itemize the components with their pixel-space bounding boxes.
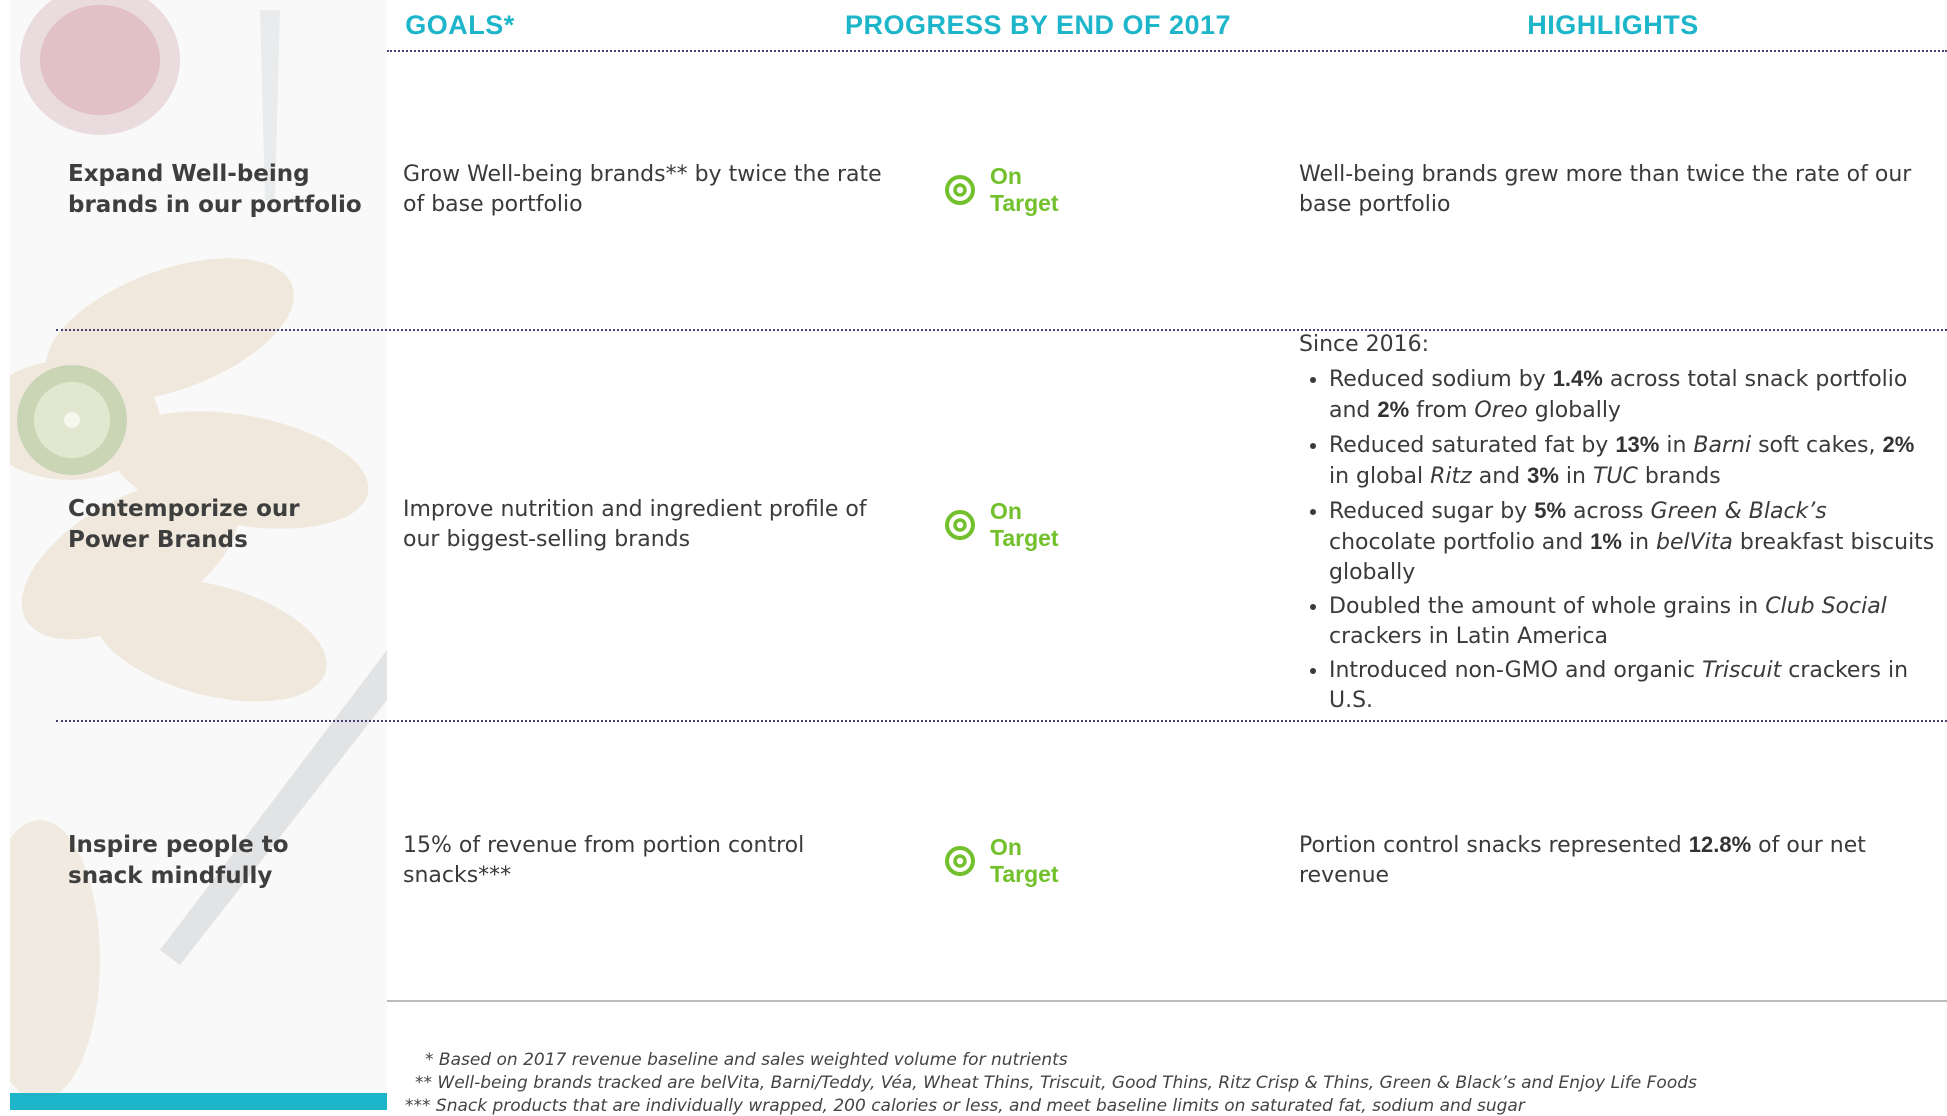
bullet: Reduced saturated fat by 13% in Barni so… (1329, 430, 1939, 492)
highlights: Well-being brands grew more than twice t… (1299, 50, 1939, 329)
bold-figure: 12.8% (1688, 832, 1752, 857)
row-label: Contemporize our Power Brands (68, 495, 300, 553)
divider (387, 50, 1947, 52)
divider (387, 1000, 1947, 1002)
goal-text: Grow Well-being brands** by twice the ra… (403, 161, 882, 217)
brand-name: belVita (1656, 529, 1733, 555)
table-row: Expand Well-being brands in our portfoli… (0, 50, 1947, 329)
text: Reduced saturated fat by (1329, 432, 1616, 458)
brand-name: Barni (1693, 432, 1752, 458)
bold-figure: 3% (1527, 462, 1559, 488)
text: from (1409, 397, 1475, 423)
goal: Grow Well-being brands** by twice the ra… (403, 50, 883, 329)
target-icon (945, 174, 975, 205)
progress: On Target (944, 720, 1114, 1001)
status: On Target (990, 162, 1059, 216)
row-label: Inspire people to snack mindfully (68, 831, 289, 889)
text: crackers in U.S. (1329, 657, 1909, 713)
highlight-text: Portion control snacks represented 12.8%… (1299, 830, 1939, 891)
divider (56, 329, 1947, 331)
table-row: Inspire people to snack mindfully 15% of … (0, 720, 1947, 1001)
goal-area: Contemporize our Power Brands (68, 329, 368, 720)
footnote: *** Snack products that are individually… (405, 1096, 1525, 1116)
intro: Since 2016: (1299, 331, 1430, 357)
text: Doubled the amount of whole grains in (1329, 593, 1766, 619)
status: On Target (990, 833, 1059, 887)
bold-figure: 2% (1377, 396, 1410, 422)
text: in (1659, 432, 1694, 458)
bold-figure: 1% (1590, 528, 1622, 554)
goal: Improve nutrition and ingredient profile… (403, 329, 883, 720)
text: across (1566, 498, 1651, 524)
brand-name: Club Social (1765, 593, 1887, 619)
brand-name: Oreo (1474, 397, 1528, 423)
brand-name: Green & Black’s (1650, 498, 1827, 524)
bullet: Doubled the amount of whole grains in Cl… (1329, 592, 1939, 652)
progress: On Target (944, 50, 1114, 329)
text: and (1471, 463, 1528, 489)
text: Reduced sugar by (1329, 498, 1535, 524)
progress: On Target (944, 329, 1114, 720)
bullet: Introduced non-GMO and organic Triscuit … (1329, 656, 1939, 716)
column-header: PROGRESS BY END OF 2017 (844, 10, 1232, 40)
text: soft cakes, (1751, 432, 1883, 458)
footnote: ** Well-being brands tracked are belVita… (415, 1073, 1697, 1093)
target-icon (945, 845, 975, 876)
text: breakfast biscuits globally (1329, 529, 1935, 585)
status: On Target (990, 497, 1059, 551)
bullet-list: Reduced sodium by 1.4% across total snac… (1299, 364, 1939, 716)
brand-name: TUC (1592, 463, 1638, 489)
bold-figure: 5% (1534, 497, 1566, 523)
text: crackers in Latin America (1329, 623, 1608, 649)
divider (56, 720, 1947, 722)
text: in (1621, 529, 1657, 555)
goal-area: Inspire people to snack mindfully (68, 720, 368, 1001)
bold-figure: 13% (1615, 431, 1660, 457)
column-header: GOALS* (405, 10, 515, 40)
text: chocolate portfolio and (1329, 529, 1591, 555)
goal-text: 15% of revenue from portion control snac… (403, 832, 805, 888)
text: globally (1527, 397, 1621, 423)
bold-figure: 1.4% (1552, 365, 1603, 391)
text: Well-being brands grew more than twice t… (1299, 161, 1912, 217)
goal-text: Improve nutrition and ingredient profile… (403, 496, 867, 552)
table-row: Contemporize our Power Brands Improve nut… (0, 329, 1947, 720)
text: across total snack portfolio and (1329, 366, 1908, 423)
bold-figure: 2% (1882, 431, 1915, 457)
goal-area: Expand Well-being brands in our portfoli… (68, 50, 368, 329)
text: Introduced non-GMO and organic (1329, 657, 1703, 683)
column-header: HIGHLIGHTS (1527, 10, 1699, 40)
text: of our net revenue (1299, 833, 1866, 888)
row-label: Expand Well-being brands in our portfoli… (68, 160, 362, 218)
text: in (1558, 463, 1593, 489)
brand-name: Ritz (1430, 463, 1472, 489)
target-icon (945, 509, 975, 540)
text: Reduced sodium by (1329, 366, 1553, 392)
bullet: Reduced sugar by 5% across Green & Black… (1329, 496, 1939, 588)
text: Portion control snacks represented (1299, 833, 1689, 858)
food-photo (10, 0, 387, 1110)
highlights: Portion control snacks represented 12.8%… (1299, 720, 1939, 1001)
highlight-text: Since 2016: Reduced sodium by 1.4% across… (1299, 330, 1939, 720)
footnote: * Based on 2017 revenue baseline and sal… (425, 1050, 1068, 1070)
text: in global (1329, 463, 1431, 489)
text: brands (1637, 463, 1721, 489)
brand-name: Triscuit (1702, 657, 1782, 683)
highlight-text: Well-being brands grew more than twice t… (1299, 160, 1939, 220)
goal: 15% of revenue from portion control snac… (403, 720, 883, 1001)
bullet: Reduced sodium by 1.4% across total snac… (1329, 364, 1939, 426)
highlights: Since 2016: Reduced sodium by 1.4% across… (1299, 329, 1939, 720)
